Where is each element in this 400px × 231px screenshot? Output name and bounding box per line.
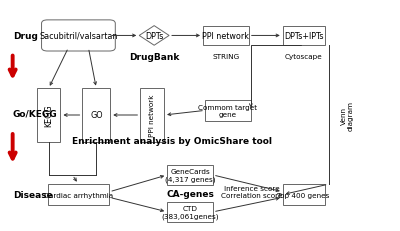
Text: PPI network: PPI network bbox=[149, 94, 155, 137]
Bar bbox=[167, 202, 213, 222]
Bar bbox=[167, 165, 213, 185]
Text: Sacubitril/valsartan: Sacubitril/valsartan bbox=[39, 32, 118, 41]
Text: PPI network: PPI network bbox=[202, 32, 250, 41]
Text: Disease: Disease bbox=[13, 190, 52, 199]
Text: GO: GO bbox=[90, 111, 103, 120]
Text: KEGG: KEGG bbox=[44, 104, 53, 127]
Text: CA-genes: CA-genes bbox=[166, 189, 214, 198]
Text: GeneCards
(4,317 genes): GeneCards (4,317 genes) bbox=[165, 168, 215, 182]
Text: Cytoscape: Cytoscape bbox=[285, 54, 322, 60]
Text: Go/KEGG: Go/KEGG bbox=[13, 109, 57, 118]
Text: Inference score: Inference score bbox=[224, 185, 280, 191]
FancyBboxPatch shape bbox=[42, 21, 115, 52]
Text: Cardiac arrhythmia: Cardiac arrhythmia bbox=[44, 192, 113, 198]
Bar bbox=[48, 184, 109, 205]
Text: Venn
diagram: Venn diagram bbox=[341, 100, 354, 131]
Text: Commom target
gene: Commom target gene bbox=[198, 104, 258, 117]
Bar bbox=[82, 89, 110, 142]
Text: STRING: STRING bbox=[212, 54, 240, 60]
Text: DPTs: DPTs bbox=[145, 32, 163, 41]
Bar bbox=[205, 100, 251, 121]
Text: Drug: Drug bbox=[13, 32, 38, 41]
Bar bbox=[283, 184, 324, 205]
Text: Correlation score: Correlation score bbox=[221, 192, 282, 198]
Bar bbox=[140, 89, 164, 142]
Text: Top 400 genes: Top 400 genes bbox=[278, 192, 330, 198]
Text: DPTs+IPTs: DPTs+IPTs bbox=[284, 32, 323, 41]
Bar bbox=[36, 89, 60, 142]
Bar bbox=[203, 27, 249, 46]
Text: CTD
(383,061genes): CTD (383,061genes) bbox=[161, 205, 219, 219]
Polygon shape bbox=[139, 27, 169, 46]
Text: Enrichment analysis by OmicShare tool: Enrichment analysis by OmicShare tool bbox=[72, 136, 272, 145]
Bar bbox=[283, 27, 324, 46]
Text: DrugBank: DrugBank bbox=[129, 52, 179, 61]
